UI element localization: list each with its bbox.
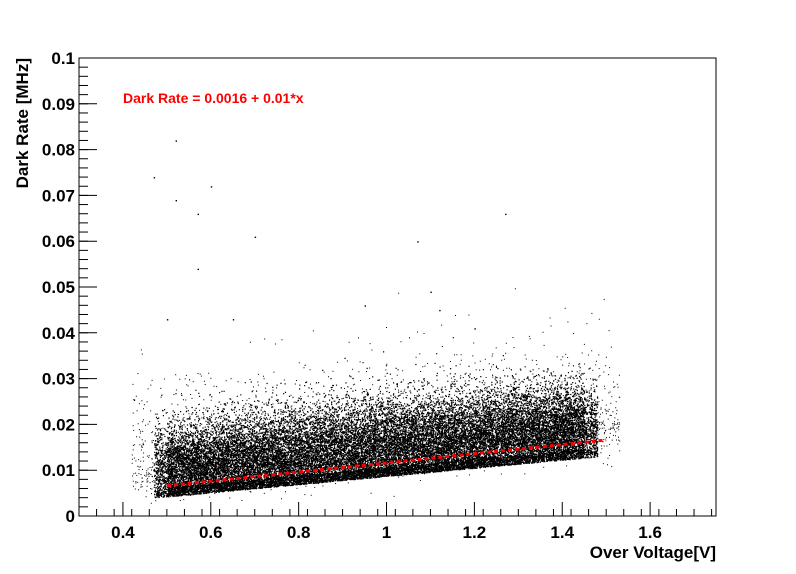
scatter-cloud: [131, 288, 621, 504]
axis-ticks: 0.4 0.6 0.8 1 1.2 1.4 1.6 0 0.01 0.02 0.03 0.04 0.05…: [42, 49, 713, 542]
y-tick-label: 0.07: [42, 186, 75, 205]
y-tick-label: 0.03: [42, 370, 75, 389]
y-tick-label: 0.09: [42, 95, 75, 114]
x-axis-title: Over Voltage[V]: [590, 543, 716, 562]
outlier-point: [439, 309, 441, 312]
x-tick-label: 0.4: [111, 523, 135, 542]
y-tick-label: 0.01: [42, 461, 75, 480]
outlier-point: [197, 213, 199, 216]
outlier-point: [474, 328, 476, 330]
y-tick-label: 0.04: [42, 324, 76, 343]
y-tick-label: 0.05: [42, 278, 75, 297]
outlier-point: [254, 236, 257, 238]
outlier-point: [417, 241, 419, 243]
y-tick-label: 0: [66, 507, 75, 526]
outlier-point: [232, 319, 235, 321]
outlier-point: [430, 291, 432, 293]
outlier-point: [197, 268, 199, 271]
y-axis-title: Dark Rate [MHz]: [13, 58, 32, 188]
outlier-points: [153, 140, 507, 330]
y-tick-label: 0.02: [42, 415, 75, 434]
x-tick-label: 1.6: [638, 523, 662, 542]
outlier-point: [210, 186, 213, 188]
x-tick-label: 0.6: [199, 523, 223, 542]
fit-line: [166, 438, 607, 488]
x-tick-label: 1: [382, 523, 391, 542]
y-tick-label: 0.1: [51, 49, 75, 68]
y-tick-label: 0.08: [42, 141, 75, 160]
outlier-point: [175, 140, 177, 142]
outlier-point: [175, 200, 177, 202]
fit-equation-label: Dark Rate = 0.0016 + 0.01*x: [123, 90, 304, 106]
scatter-points: [131, 288, 621, 504]
outlier-point: [505, 213, 507, 216]
y-tick-label: 0.06: [42, 232, 75, 251]
x-tick-label: 0.8: [287, 523, 311, 542]
outlier-point: [153, 177, 156, 179]
outlier-point: [364, 305, 366, 307]
x-tick-label: 1.2: [463, 523, 487, 542]
outlier-point: [166, 319, 169, 321]
x-tick-label: 1.4: [550, 523, 574, 542]
